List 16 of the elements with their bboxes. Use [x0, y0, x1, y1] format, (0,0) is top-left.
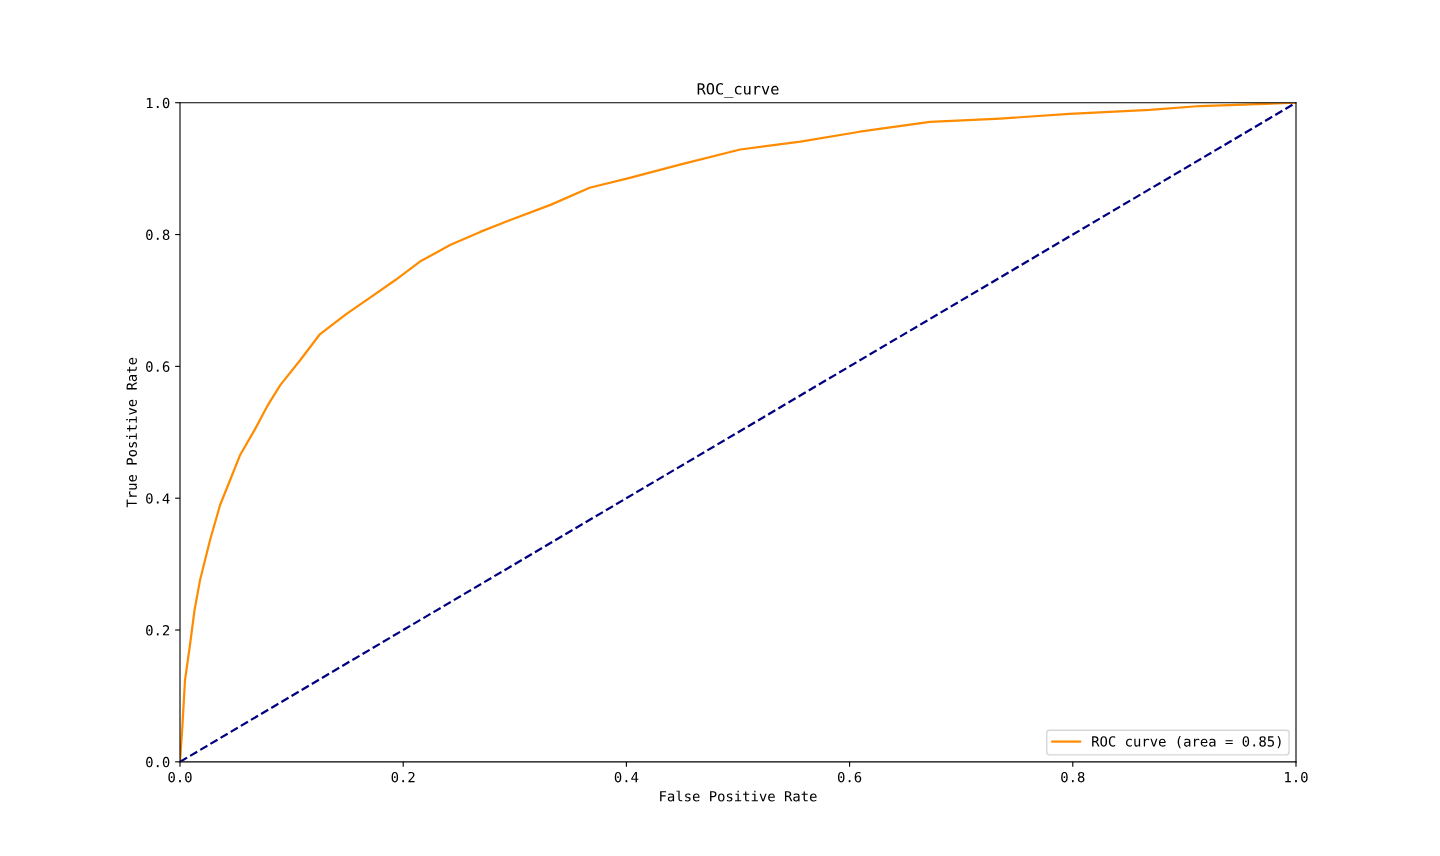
x-tick-label: 1.0: [1285, 771, 1308, 783]
y-tick-label: 0.2: [146, 625, 170, 636]
x-tick-label: 0.8: [1061, 771, 1085, 783]
y-axis-title: True Positive Rate: [126, 357, 137, 508]
y-tick-label: 1.0: [146, 97, 170, 109]
x-axis-title: False Positive Rate: [660, 790, 817, 802]
legend-label: ROC curve (area = 0.85): [1092, 735, 1281, 749]
chart-title: ROC_curve: [697, 83, 779, 98]
y-tick-label: 0.6: [146, 361, 170, 372]
y-tick-label: 0.0: [146, 756, 170, 768]
x-tick-label: 0.2: [391, 771, 415, 783]
y-tick-label: 0.8: [146, 229, 170, 241]
x-tick-label: 0.6: [837, 771, 862, 783]
y-tick-label: 0.4: [146, 493, 170, 504]
x-tick-label: 0.0: [168, 771, 192, 783]
x-tick-label: 0.4: [614, 771, 639, 783]
